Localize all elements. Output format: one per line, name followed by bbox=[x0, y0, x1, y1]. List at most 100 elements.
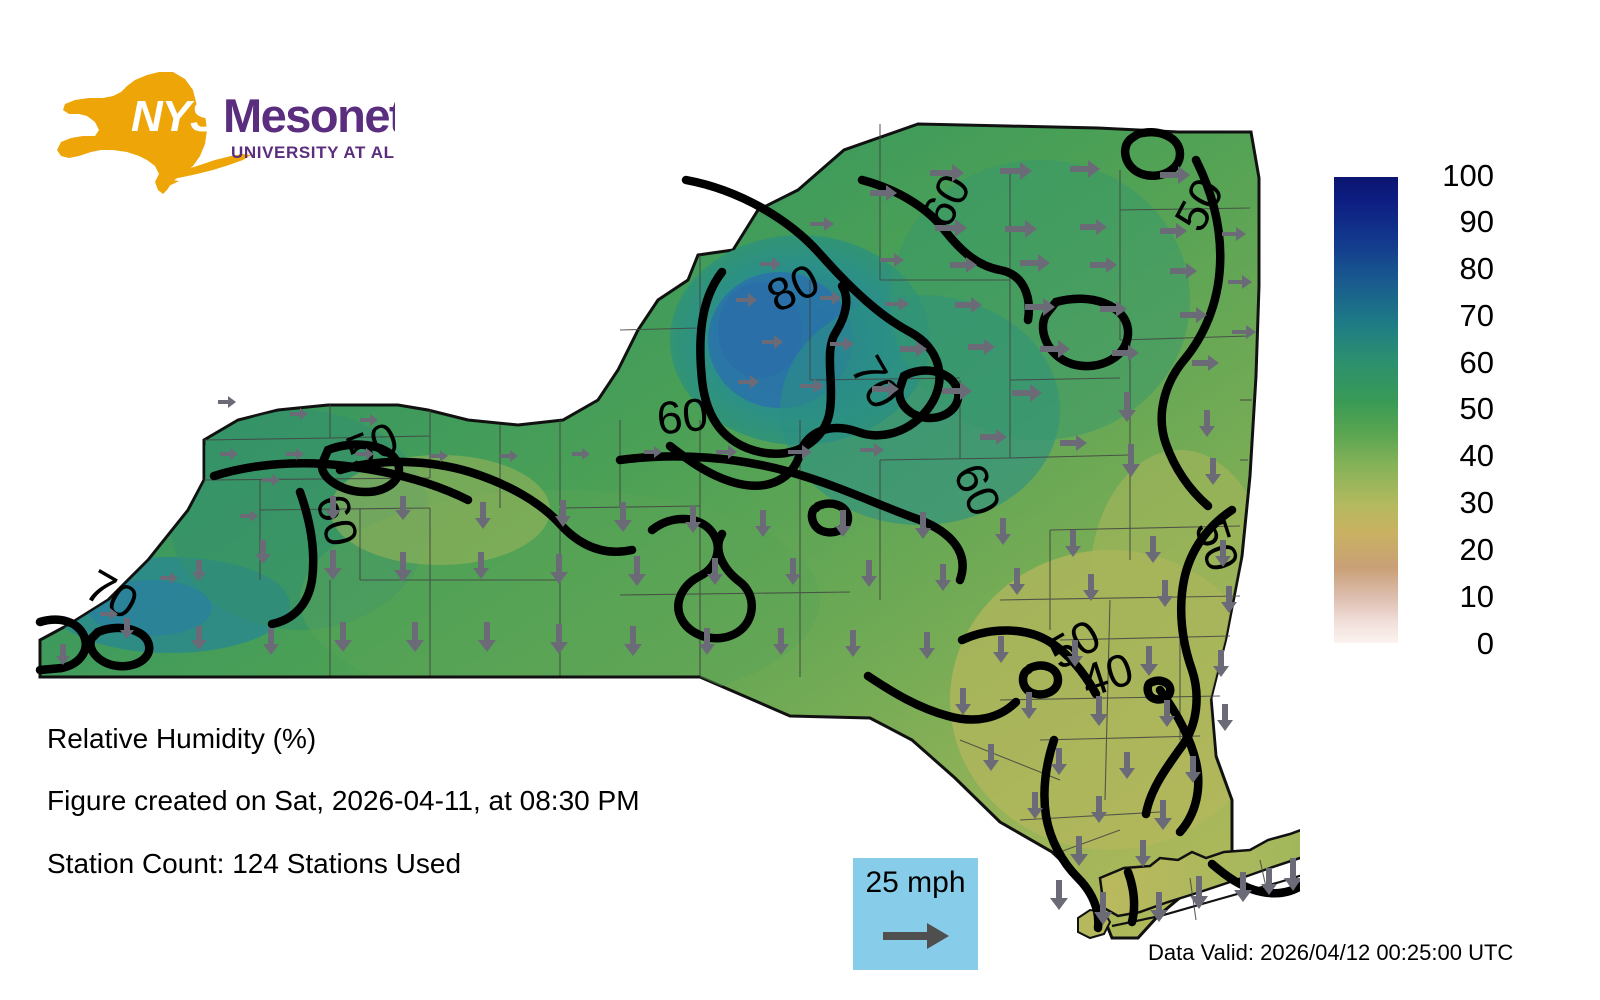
wind-arrow bbox=[1090, 696, 1108, 726]
wind-arrow bbox=[968, 339, 995, 355]
wind-arrow bbox=[324, 550, 342, 580]
wind-arrow bbox=[1160, 223, 1187, 239]
wind-arrow bbox=[736, 293, 757, 307]
wind-arrow bbox=[1094, 892, 1112, 925]
wind-arrow bbox=[995, 518, 1011, 545]
wind-arrow bbox=[861, 560, 877, 587]
colorbar-gradient bbox=[1334, 177, 1398, 643]
contour-60-north bbox=[857, 175, 1034, 325]
wind-arrow bbox=[1234, 872, 1252, 902]
wind-arrow bbox=[1067, 640, 1083, 667]
wind-arrow bbox=[880, 253, 904, 267]
wind-arrow bbox=[1112, 345, 1139, 361]
contour-70-ring bbox=[895, 366, 963, 423]
colorbar-tick-100: 100 bbox=[1442, 158, 1494, 193]
wind-arrow bbox=[980, 429, 1007, 445]
wind-arrow bbox=[572, 448, 590, 460]
wind-arrow bbox=[100, 608, 118, 620]
wind-arrow bbox=[1070, 836, 1088, 866]
colorbar-tick-90: 90 bbox=[1459, 204, 1494, 239]
wind-arrow bbox=[644, 446, 662, 458]
wind-arrow bbox=[475, 502, 491, 529]
wind-arrow bbox=[1091, 796, 1107, 823]
wind-arrow bbox=[1012, 384, 1042, 402]
high-humidity-core-erie bbox=[88, 580, 212, 636]
wind-arrow bbox=[755, 510, 771, 537]
wind-arrow bbox=[1217, 704, 1233, 731]
contour-figure8-south bbox=[647, 514, 756, 643]
wind-arrow bbox=[395, 496, 411, 520]
wind-arrow bbox=[220, 448, 238, 460]
wind-arrow bbox=[930, 164, 964, 182]
wind-arrow bbox=[1145, 536, 1161, 563]
colorbar-tick-50: 50 bbox=[1459, 391, 1494, 426]
wind-arrow bbox=[860, 443, 884, 457]
wind-arrow bbox=[785, 558, 801, 585]
high-humidity-core2-ontario bbox=[718, 282, 802, 378]
wind-arrow bbox=[394, 552, 412, 582]
colorbar-tick-labels: 100 90 80 70 60 50 40 30 20 10 0 bbox=[1404, 160, 1494, 660]
wind-arrow bbox=[1222, 227, 1246, 241]
wind-arrow bbox=[286, 448, 304, 460]
wind-arrow bbox=[870, 185, 897, 201]
wind-arrow bbox=[1154, 800, 1172, 830]
wind-arrow bbox=[872, 381, 899, 397]
station-count-text: Station Count: 124 Stations Used bbox=[47, 848, 462, 879]
wind-arrow bbox=[555, 500, 571, 527]
contour-ring-west bbox=[317, 440, 404, 497]
logo-mesonet-text: Mesonet bbox=[223, 89, 395, 142]
wind-arrow bbox=[120, 618, 134, 639]
contour-70-erie bbox=[35, 615, 90, 675]
wind-arrow bbox=[356, 448, 374, 460]
contour-label-60-west: 60 bbox=[306, 489, 369, 551]
wind-arrow bbox=[430, 450, 448, 462]
contour-li bbox=[1207, 859, 1300, 898]
wind-arrow bbox=[915, 512, 931, 539]
contour-label-60-central: 60 bbox=[654, 388, 710, 445]
wind-arrow bbox=[800, 379, 824, 393]
colorbar-tick-0: 0 bbox=[1476, 626, 1494, 661]
wind-arrow bbox=[290, 408, 308, 420]
contour-ring-central bbox=[807, 499, 853, 537]
contour-60-central bbox=[615, 452, 967, 585]
contour-50-hudson bbox=[1141, 505, 1237, 819]
wind-arrow bbox=[1221, 586, 1237, 613]
wind-arrow bbox=[762, 335, 783, 349]
wind-arrow bbox=[1051, 748, 1067, 775]
wind-arrow bbox=[1080, 219, 1107, 235]
wind-arrow bbox=[1157, 580, 1173, 607]
wind-arrow bbox=[218, 396, 236, 408]
wind-scale-legend: 25 mph bbox=[853, 858, 978, 970]
wind-arrow bbox=[334, 622, 352, 652]
wind-arrow bbox=[685, 506, 701, 533]
wind-arrow bbox=[820, 291, 841, 305]
wind-arrow bbox=[473, 552, 489, 579]
wind-arrow bbox=[699, 628, 715, 655]
wind-arrow bbox=[1050, 880, 1068, 910]
colorbar-tick-70: 70 bbox=[1459, 298, 1494, 333]
wind-arrow bbox=[993, 636, 1009, 663]
wind-arrow bbox=[1025, 298, 1055, 316]
ny-state-silhouette-icon bbox=[57, 72, 251, 194]
wind-arrow bbox=[1284, 858, 1300, 891]
wind-arrow bbox=[255, 540, 271, 564]
contour-ring-catskill bbox=[1018, 661, 1063, 699]
colorbar-tick-10: 10 bbox=[1459, 579, 1494, 614]
contour-40-nyc bbox=[1040, 735, 1103, 933]
long-island-coastline bbox=[1111, 874, 1300, 928]
wind-arrow bbox=[628, 556, 646, 586]
colorbar-tick-20: 20 bbox=[1459, 532, 1494, 567]
wind-arrow bbox=[160, 572, 178, 584]
wind-arrow bbox=[955, 688, 971, 715]
wind-arrow bbox=[1192, 355, 1219, 371]
contour-ring-lowerhudson bbox=[1143, 676, 1175, 704]
wind-arrow bbox=[716, 445, 737, 459]
wind-arrow bbox=[1090, 257, 1117, 273]
wind-arrow bbox=[1005, 220, 1037, 238]
wind-arrow bbox=[773, 628, 789, 655]
wind-arrow bbox=[788, 445, 812, 459]
logo-svg: NYS Mesonet UNIVERSITY AT ALBANY bbox=[57, 72, 395, 194]
wind-arrow bbox=[810, 217, 834, 231]
colorbar-tick-60: 60 bbox=[1459, 345, 1494, 380]
figure-title: Relative Humidity (%) bbox=[47, 723, 317, 754]
